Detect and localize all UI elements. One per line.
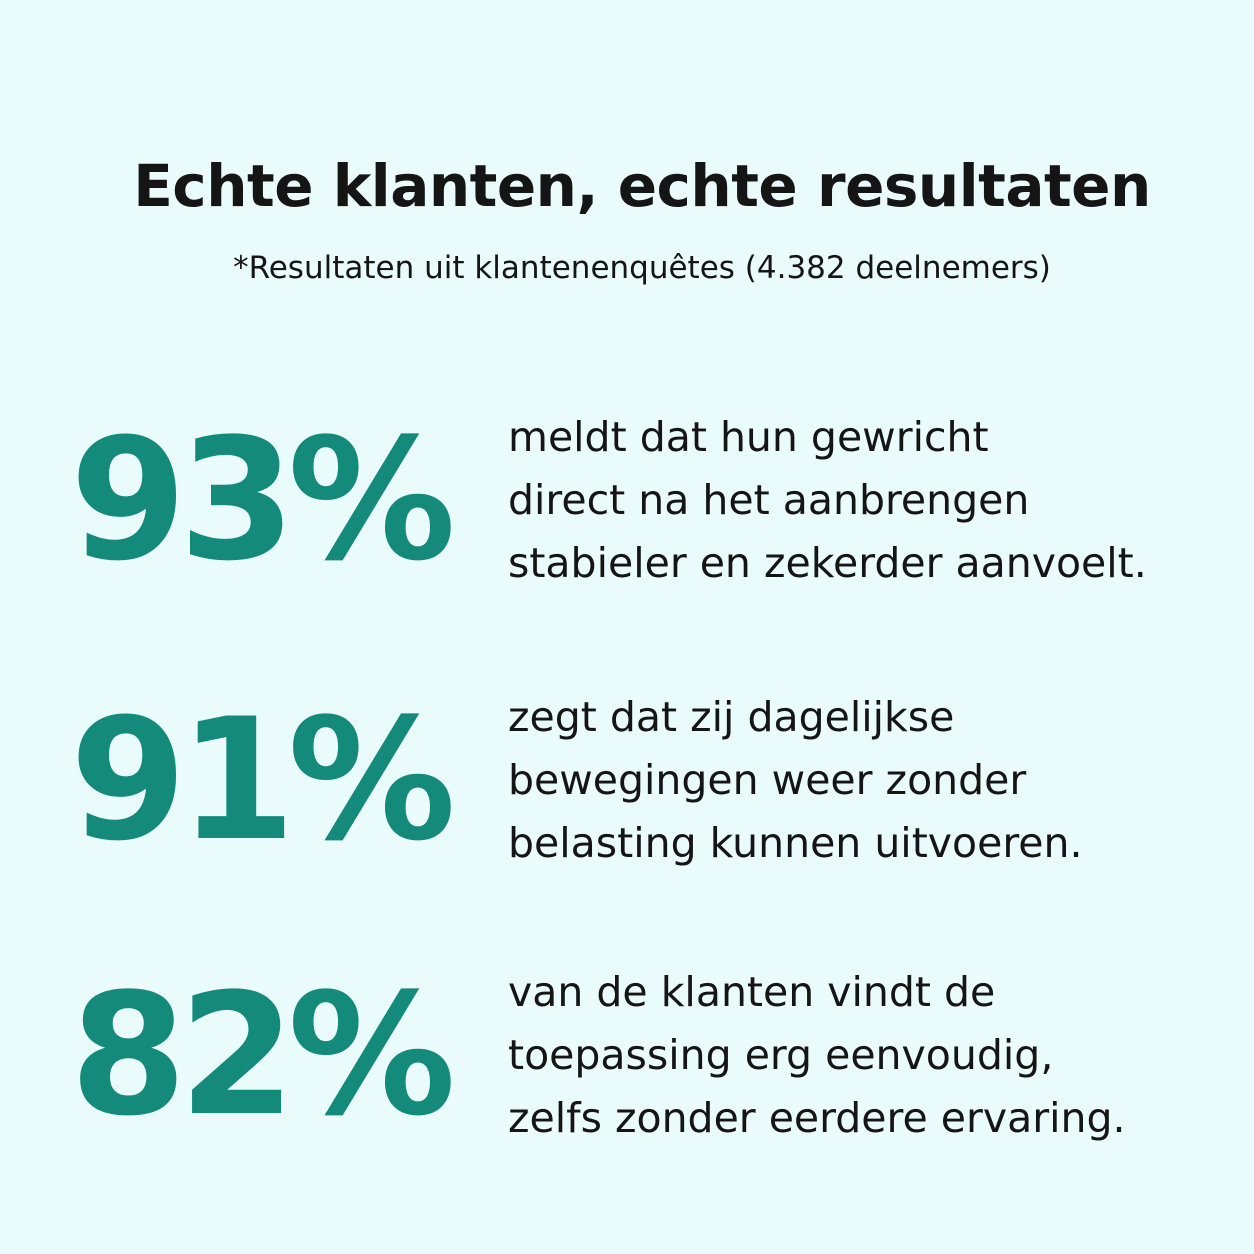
stat-description: van de klanten vindt de toepassing erg e…	[508, 961, 1228, 1150]
stat-description-line: belasting kunnen uitvoeren.	[508, 819, 1083, 867]
stat-block: 93% meldt dat hun gewricht direct na het…	[0, 400, 1254, 600]
stat-percentage: 82%	[69, 957, 456, 1153]
stat-description-line: bewegingen weer zonder	[508, 756, 1027, 804]
stat-block: 91% zegt dat zij dagelijkse bewegingen w…	[0, 680, 1254, 880]
stat-description-line: zegt dat zij dagelijkse	[508, 693, 955, 741]
stat-description: zegt dat zij dagelijkse bewegingen weer …	[508, 686, 1228, 875]
stat-description: meldt dat hun gewricht direct na het aan…	[508, 406, 1228, 595]
stat-description-line: zelfs zonder eerdere ervaring.	[508, 1094, 1126, 1142]
stat-percentage: 91%	[69, 682, 456, 878]
page-title: Echte klanten, echte resultaten	[133, 152, 1151, 220]
stat-percentage: 93%	[69, 402, 456, 598]
stat-description-line: stabieler en zekerder aanvoelt.	[508, 539, 1147, 587]
stat-description-line: meldt dat hun gewricht	[508, 413, 989, 461]
stat-block: 82% van de klanten vindt de toepassing e…	[0, 955, 1254, 1155]
stat-description-line: van de klanten vindt de	[508, 968, 996, 1016]
survey-footnote: *Resultaten uit klantenenquêtes (4.382 d…	[233, 250, 1051, 286]
stat-description-line: direct na het aanbrengen	[508, 476, 1030, 524]
stat-description-line: toepassing erg eenvoudig,	[508, 1031, 1054, 1079]
